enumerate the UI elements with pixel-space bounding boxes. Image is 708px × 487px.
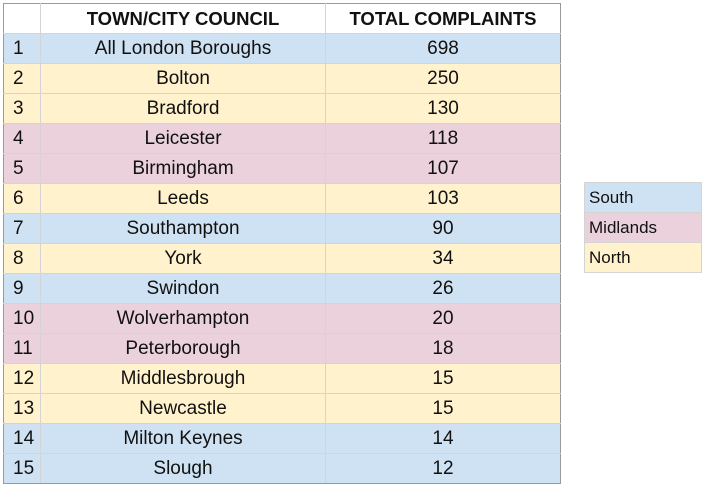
complaints-cell[interactable]: 698 <box>325 33 561 64</box>
council-cell[interactable]: Swindon <box>40 273 326 304</box>
legend-item-midlands[interactable]: Midlands <box>584 212 702 243</box>
complaints-cell[interactable]: 18 <box>325 333 561 364</box>
row-index-cell[interactable]: 11 <box>3 333 41 364</box>
row-index-cell[interactable]: 15 <box>3 453 41 484</box>
council-cell[interactable]: Leeds <box>40 183 326 214</box>
council-cell[interactable]: Wolverhampton <box>40 303 326 334</box>
complaints-cell[interactable]: 26 <box>325 273 561 304</box>
table-row: 6 Leeds 103 <box>3 183 561 214</box>
row-index-cell[interactable]: 4 <box>3 123 41 154</box>
row-index-cell[interactable]: 5 <box>3 153 41 184</box>
council-cell[interactable]: Slough <box>40 453 326 484</box>
table-row: 9 Swindon 26 <box>3 273 561 304</box>
row-index-cell[interactable]: 12 <box>3 363 41 394</box>
table-row: 12 Middlesbrough 15 <box>3 363 561 394</box>
row-index-cell[interactable]: 3 <box>3 93 41 124</box>
council-cell[interactable]: Milton Keynes <box>40 423 326 454</box>
complaints-cell[interactable]: 107 <box>325 153 561 184</box>
row-index-cell[interactable]: 14 <box>3 423 41 454</box>
table-row: 14 Milton Keynes 14 <box>3 423 561 454</box>
complaints-cell[interactable]: 34 <box>325 243 561 274</box>
council-header[interactable]: TOWN/CITY COUNCIL <box>40 3 326 34</box>
row-index-cell[interactable]: 13 <box>3 393 41 424</box>
council-cell[interactable]: Middlesbrough <box>40 363 326 394</box>
complaints-header[interactable]: TOTAL COMPLAINTS <box>325 3 561 34</box>
complaints-table: TOWN/CITY COUNCIL TOTAL COMPLAINTS 1 All … <box>3 3 561 484</box>
header-row: TOWN/CITY COUNCIL TOTAL COMPLAINTS <box>3 3 561 34</box>
table-row: 15 Slough 12 <box>3 453 561 484</box>
complaints-cell[interactable]: 12 <box>325 453 561 484</box>
table-row: 8 York 34 <box>3 243 561 274</box>
complaints-cell[interactable]: 90 <box>325 213 561 244</box>
council-cell[interactable]: York <box>40 243 326 274</box>
table-row: 5 Birmingham 107 <box>3 153 561 184</box>
table-row: 10 Wolverhampton 20 <box>3 303 561 334</box>
council-cell[interactable]: All London Boroughs <box>40 33 326 64</box>
complaints-cell[interactable]: 103 <box>325 183 561 214</box>
complaints-cell[interactable]: 15 <box>325 393 561 424</box>
row-index-cell[interactable]: 7 <box>3 213 41 244</box>
row-index-cell[interactable]: 6 <box>3 183 41 214</box>
council-cell[interactable]: Peterborough <box>40 333 326 364</box>
row-index-cell[interactable]: 8 <box>3 243 41 274</box>
region-legend: South Midlands North <box>584 182 702 273</box>
row-index-cell[interactable]: 10 <box>3 303 41 334</box>
row-index-cell[interactable]: 9 <box>3 273 41 304</box>
legend-row: Midlands <box>584 212 702 243</box>
index-header[interactable] <box>3 3 41 34</box>
complaints-cell[interactable]: 14 <box>325 423 561 454</box>
legend-row: North <box>584 242 702 273</box>
complaints-cell[interactable]: 250 <box>325 63 561 94</box>
table-row: 7 Southampton 90 <box>3 213 561 244</box>
table-body: 1 All London Boroughs 698 2 Bolton 250 3 Bradfo… <box>3 33 561 484</box>
table-row: 2 Bolton 250 <box>3 63 561 94</box>
table-row: 4 Leicester 118 <box>3 123 561 154</box>
legend-body: South Midlands North <box>584 182 702 273</box>
row-index-cell[interactable]: 1 <box>3 33 41 64</box>
legend-item-north[interactable]: North <box>584 242 702 273</box>
table-row: 1 All London Boroughs 698 <box>3 33 561 64</box>
legend-row: South <box>584 182 702 213</box>
table-row: 3 Bradford 130 <box>3 93 561 124</box>
complaints-cell[interactable]: 15 <box>325 363 561 394</box>
council-cell[interactable]: Birmingham <box>40 153 326 184</box>
council-cell[interactable]: Southampton <box>40 213 326 244</box>
council-cell[interactable]: Bolton <box>40 63 326 94</box>
complaints-cell[interactable]: 130 <box>325 93 561 124</box>
council-cell[interactable]: Bradford <box>40 93 326 124</box>
council-cell[interactable]: Newcastle <box>40 393 326 424</box>
council-cell[interactable]: Leicester <box>40 123 326 154</box>
table-row: 13 Newcastle 15 <box>3 393 561 424</box>
complaints-cell[interactable]: 118 <box>325 123 561 154</box>
table-row: 11 Peterborough 18 <box>3 333 561 364</box>
row-index-cell[interactable]: 2 <box>3 63 41 94</box>
legend-item-south[interactable]: South <box>584 182 702 213</box>
complaints-cell[interactable]: 20 <box>325 303 561 334</box>
